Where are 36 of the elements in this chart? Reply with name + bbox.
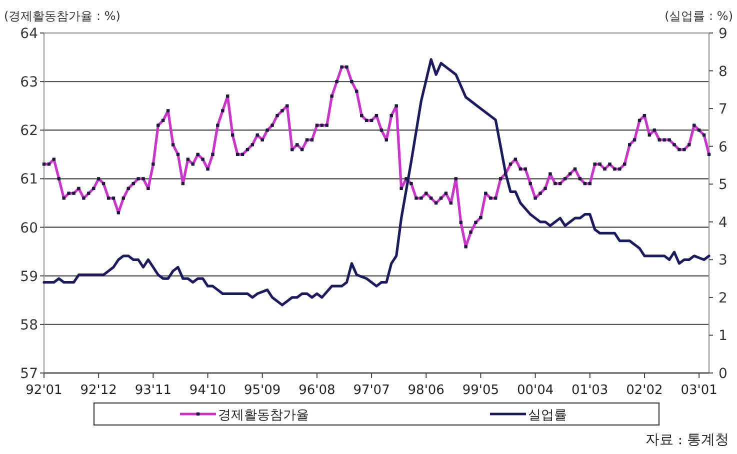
y2-tick-label: 7 bbox=[718, 102, 728, 118]
y2-tick-label: 3 bbox=[718, 252, 728, 269]
y-tick-label: 58 bbox=[20, 317, 38, 334]
x-tick-label: 94'10 bbox=[189, 383, 226, 398]
y2-tick-label: 4 bbox=[718, 214, 728, 231]
x-tick-label: 92'01 bbox=[26, 383, 62, 398]
y2-axis-title: (실업률 : %) bbox=[664, 9, 733, 23]
y-tick-label: 64 bbox=[20, 26, 38, 42]
x-tick-label: 95'09 bbox=[244, 383, 281, 398]
x-tick-label: 02'02 bbox=[626, 383, 663, 398]
y2-tick-label: 1 bbox=[718, 328, 728, 344]
x-tick-label: 97'07 bbox=[353, 383, 390, 398]
y2-tick-label: 8 bbox=[718, 64, 728, 80]
y2-tick-label: 6 bbox=[718, 139, 728, 156]
x-tick-label: 03'01 bbox=[680, 383, 718, 398]
x-tick-label: 98'06 bbox=[408, 383, 444, 398]
y-tick-label: 63 bbox=[20, 74, 38, 91]
legend-label: 경제활동참가율 bbox=[218, 408, 309, 423]
x-tick-label: 99'05 bbox=[462, 383, 500, 398]
y-tick-label: 57 bbox=[20, 366, 38, 382]
x-tick-label: 93'11 bbox=[134, 383, 172, 398]
y2-tick-label: 5 bbox=[718, 177, 728, 194]
text: 자료 : 통계청 bbox=[645, 432, 729, 448]
y-tick-label: 60 bbox=[20, 220, 38, 236]
y2-tick-label: 2 bbox=[718, 290, 728, 306]
x-tick-label: 00'04 bbox=[516, 383, 554, 398]
y2-tick-label: 0 bbox=[718, 366, 728, 382]
y-axis-title: (경제활동참가율 : %) bbox=[4, 9, 120, 23]
x-tick-label: 01'03 bbox=[572, 383, 608, 398]
y2-tick-label: 9 bbox=[718, 26, 728, 42]
y-tick-label: 62 bbox=[20, 123, 38, 140]
x-tick-label: 96'08 bbox=[298, 383, 336, 398]
y-tick-label: 59 bbox=[20, 268, 38, 285]
legend-label: 실업률 bbox=[528, 408, 567, 423]
x-tick-label: 92'12 bbox=[80, 383, 117, 398]
y-tick-label: 61 bbox=[20, 172, 38, 188]
